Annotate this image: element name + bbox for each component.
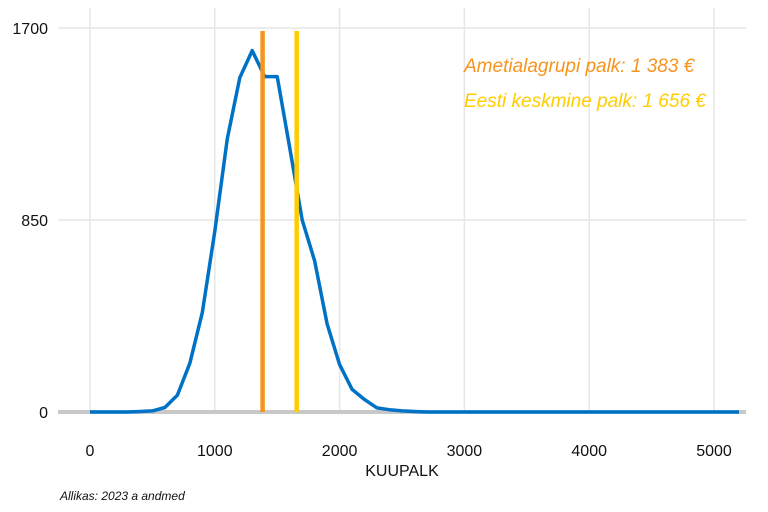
x-tick-label: 5000 xyxy=(696,443,732,460)
x-tick-label: 1000 xyxy=(197,443,233,460)
source-note: Allikas: 2023 a andmed xyxy=(60,489,185,503)
x-tick-label: 3000 xyxy=(447,443,483,460)
x-tick-label: 4000 xyxy=(571,443,607,460)
x-axis-title: KUUPALK xyxy=(365,463,439,480)
reference-lines xyxy=(260,31,299,412)
series-layer xyxy=(90,48,739,414)
y-tick-label: 0 xyxy=(39,405,48,422)
reference-label: Ametialagrupi palk: 1 383 € xyxy=(463,56,696,77)
x-tick-label: 2000 xyxy=(322,443,358,460)
tick-labels: 0 1000 2000 3000 4000 5000 0 850 1700 xyxy=(12,21,731,460)
x-tick-label: 0 xyxy=(86,443,95,460)
y-tick-label: 850 xyxy=(21,213,48,230)
y-tick-label: 1700 xyxy=(12,21,48,38)
grid xyxy=(58,8,746,412)
annotations: Ametialagrupi palk: 1 383 € Eesti keskmin… xyxy=(463,56,707,112)
reference-label: Eesti keskmine palk: 1 656 € xyxy=(464,91,707,112)
salary-distribution-line xyxy=(90,48,739,414)
